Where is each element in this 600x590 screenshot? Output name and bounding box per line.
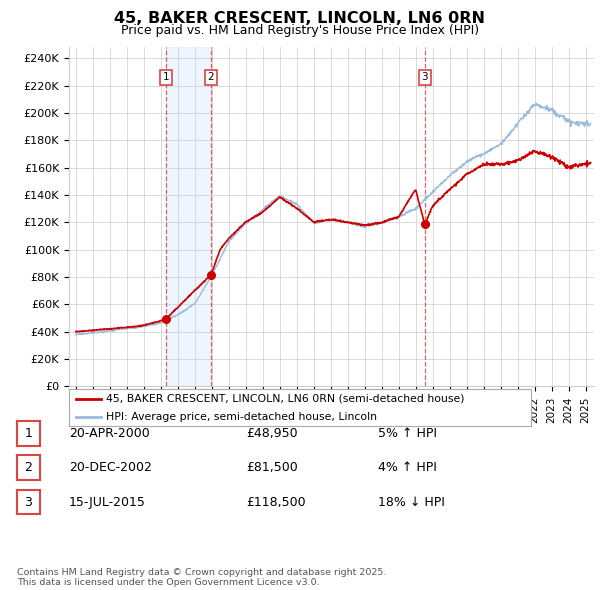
Text: £48,950: £48,950 (246, 427, 298, 440)
Text: 20-APR-2000: 20-APR-2000 (69, 427, 150, 440)
Text: 4% ↑ HPI: 4% ↑ HPI (378, 461, 437, 474)
Text: 20-DEC-2002: 20-DEC-2002 (69, 461, 152, 474)
Text: 1: 1 (24, 427, 32, 440)
Text: 2: 2 (24, 461, 32, 474)
Text: Price paid vs. HM Land Registry's House Price Index (HPI): Price paid vs. HM Land Registry's House … (121, 24, 479, 37)
Text: 15-JUL-2015: 15-JUL-2015 (69, 496, 146, 509)
Text: 18% ↓ HPI: 18% ↓ HPI (378, 496, 445, 509)
Text: £81,500: £81,500 (246, 461, 298, 474)
Text: 45, BAKER CRESCENT, LINCOLN, LN6 0RN: 45, BAKER CRESCENT, LINCOLN, LN6 0RN (115, 11, 485, 25)
Text: 3: 3 (24, 496, 32, 509)
Text: HPI: Average price, semi-detached house, Lincoln: HPI: Average price, semi-detached house,… (106, 412, 377, 422)
Text: 45, BAKER CRESCENT, LINCOLN, LN6 0RN (semi-detached house): 45, BAKER CRESCENT, LINCOLN, LN6 0RN (se… (106, 394, 464, 404)
Text: £118,500: £118,500 (246, 496, 305, 509)
Text: 2: 2 (208, 73, 214, 82)
Text: 3: 3 (421, 73, 428, 82)
Text: Contains HM Land Registry data © Crown copyright and database right 2025.
This d: Contains HM Land Registry data © Crown c… (17, 568, 386, 587)
Bar (166, 47, 211, 386)
Text: 1: 1 (163, 73, 169, 82)
Text: 5% ↑ HPI: 5% ↑ HPI (378, 427, 437, 440)
